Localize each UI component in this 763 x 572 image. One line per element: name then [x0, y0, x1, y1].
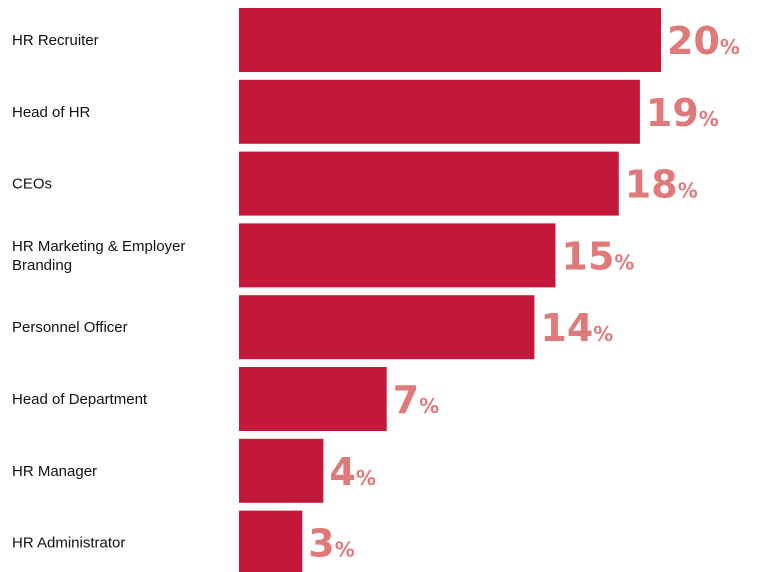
value-label: 3%	[308, 522, 355, 566]
chart-rows: HR Recruiter 20% Head of HR 19% CEOs 18% HR Ma…	[12, 8, 740, 572]
bar	[239, 79, 640, 144]
value-label: 7%	[393, 378, 440, 422]
category-label: Head of HR	[12, 104, 91, 121]
value-label: 20%	[667, 19, 740, 63]
category-label: HR Recruiter	[12, 32, 99, 49]
bar	[239, 295, 535, 360]
bar	[239, 438, 324, 503]
bar	[239, 223, 556, 288]
category-label: HR Marketing & Employer Branding	[12, 238, 185, 274]
value-label: 14%	[540, 306, 613, 350]
category-label: Head of Department	[12, 391, 148, 408]
bar	[239, 151, 619, 216]
bar	[239, 510, 303, 572]
value-label: 15%	[562, 234, 635, 278]
bar	[239, 367, 387, 431]
value-label: 18%	[625, 163, 698, 207]
value-label: 19%	[646, 91, 719, 135]
value-label: 4%	[329, 450, 376, 494]
category-label: Personnel Officer	[12, 319, 128, 336]
bar	[239, 8, 661, 72]
category-label: CEOs	[12, 176, 52, 193]
category-label: HR Manager	[12, 463, 97, 480]
category-label: HR Administrator	[12, 535, 125, 552]
